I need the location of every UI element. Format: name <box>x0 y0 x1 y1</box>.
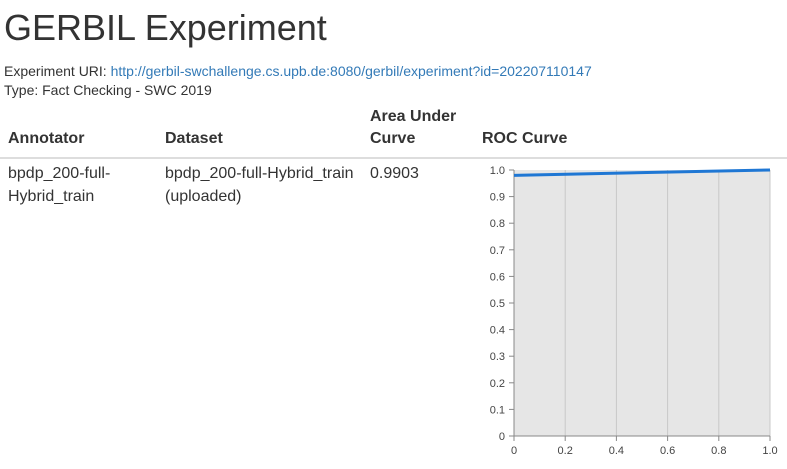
header-annotator: Annotator <box>8 130 85 147</box>
page-title: GERBIL Experiment <box>4 7 327 48</box>
header-auc-line1: Area Under <box>370 108 457 125</box>
y-tick-label: 0.9 <box>490 192 505 204</box>
experiment-type: Type: Fact Checking - SWC 2019 <box>4 82 212 98</box>
roc-chart: 0 0.2 0.4 0.6 0.8 1.0 0 0.1 0.2 0.3 0.4 0.5 0.6 0.7 0.… <box>490 165 778 457</box>
experiment-uri-line: Experiment URI: http://gerbil-swchalleng… <box>4 62 592 80</box>
header-roc-curve: ROC Curve <box>482 130 568 147</box>
y-tick-label: 1.0 <box>490 165 505 177</box>
x-tick-label: 0.8 <box>711 445 726 457</box>
y-tick-label: 0.5 <box>490 298 505 310</box>
x-tick-label: 0.6 <box>660 445 675 457</box>
x-tick-label: 0 <box>511 445 517 457</box>
y-tick-label: 0.1 <box>490 404 505 416</box>
y-tick-label: 0.4 <box>490 325 505 337</box>
experiment-uri-link[interactable]: http://gerbil-swchallenge.cs.upb.de:8080… <box>110 63 592 79</box>
header-dataset: Dataset <box>165 130 223 147</box>
y-tick-label: 0.2 <box>490 378 505 390</box>
y-tick-label: 0.3 <box>490 351 505 363</box>
y-tick-label: 0.7 <box>490 245 505 257</box>
y-tick-label: 0 <box>499 431 505 443</box>
x-tick-label: 1.0 <box>762 445 777 457</box>
plot-background <box>514 170 770 436</box>
roc-series-line <box>513 168 771 177</box>
cell-auc-value: 0.9903 <box>370 165 419 182</box>
cell-annotator-line1: bpdp_200-full- <box>8 165 111 182</box>
x-tick-label: 0.2 <box>558 445 573 457</box>
experiment-uri-label: Experiment URI: <box>4 63 107 79</box>
header-auc-line2: Curve <box>370 130 416 147</box>
y-tick-label: 0.8 <box>490 218 505 230</box>
cell-dataset-line1: bpdp_200-full-Hybrid_train <box>165 165 354 182</box>
table-header-divider <box>0 157 787 159</box>
y-tick-label: 0.6 <box>490 271 505 283</box>
cell-dataset-line2: (uploaded) <box>165 188 242 205</box>
x-tick-label: 0.4 <box>609 445 624 457</box>
cell-annotator-line2: Hybrid_train <box>8 188 95 205</box>
